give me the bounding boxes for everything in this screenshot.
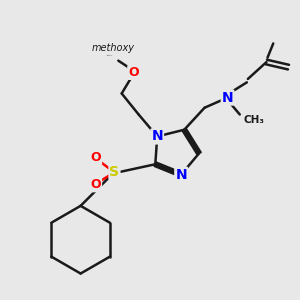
- Text: methoxy: methoxy: [107, 54, 113, 56]
- Text: CH₃: CH₃: [244, 115, 265, 125]
- Text: N: N: [152, 130, 163, 143]
- Text: N: N: [175, 168, 187, 182]
- Text: N: N: [222, 91, 233, 105]
- Text: O: O: [128, 66, 139, 79]
- Text: O: O: [91, 151, 101, 164]
- Text: O: O: [91, 178, 101, 191]
- Text: S: S: [110, 165, 119, 179]
- Text: methoxy: methoxy: [92, 43, 135, 53]
